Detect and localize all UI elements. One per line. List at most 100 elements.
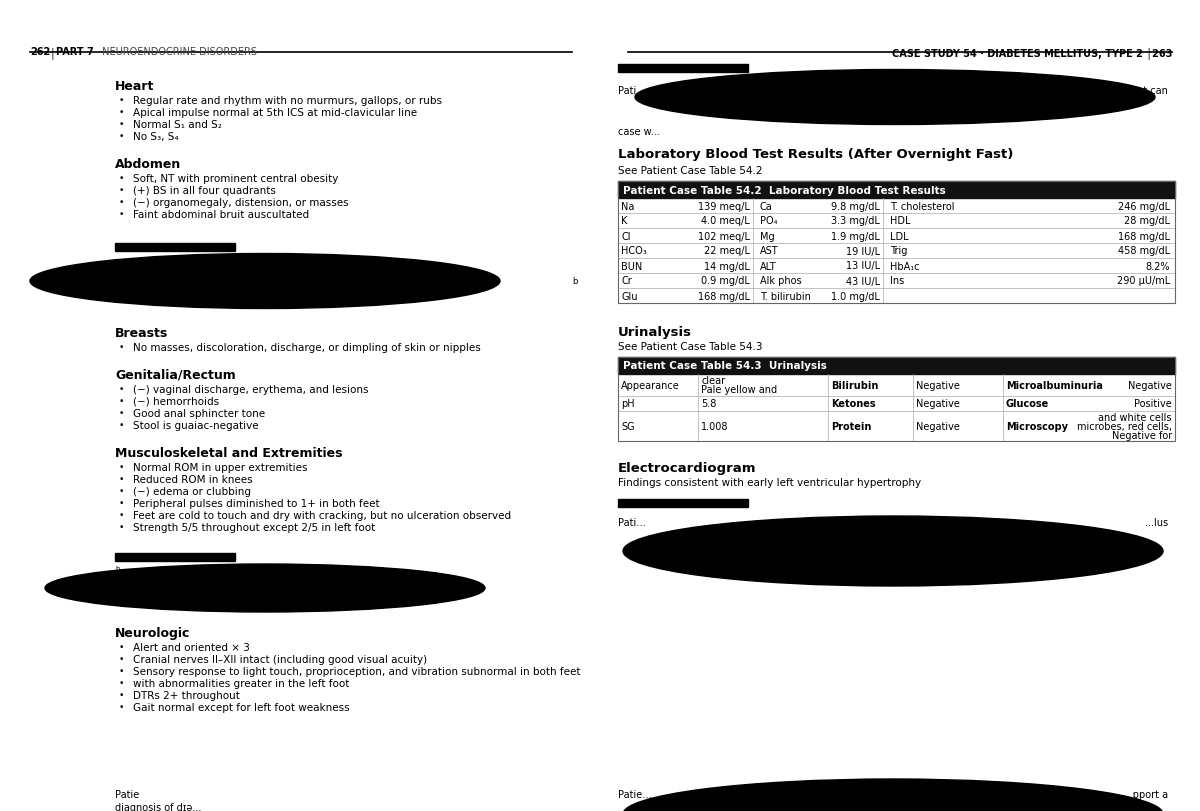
Text: 4.0 meq/L: 4.0 meq/L [701, 217, 750, 226]
Text: Abdomen: Abdomen [115, 158, 181, 171]
Text: •: • [119, 462, 125, 471]
Text: HCO₃: HCO₃ [622, 247, 647, 256]
Text: •: • [119, 678, 125, 687]
Text: Genitalia/Rectum: Genitalia/Rectum [115, 368, 235, 381]
Text: •: • [119, 499, 125, 508]
Text: (+) BS in all four quadrants: (+) BS in all four quadrants [133, 186, 276, 195]
Text: 1.9 mg/dL: 1.9 mg/dL [832, 231, 880, 241]
Text: with abnormalities greater in the left foot: with abnormalities greater in the left f… [133, 678, 349, 689]
Bar [618, 229, 1175, 243]
Text: 168 mg/dL: 168 mg/dL [1118, 231, 1170, 241]
Text: Na: Na [622, 201, 635, 211]
Text: Normal S₁ and S₂: Normal S₁ and S₂ [133, 120, 222, 130]
Text: •: • [119, 654, 125, 663]
Text: 43 IU/L: 43 IU/L [846, 277, 880, 286]
Text: •: • [119, 666, 125, 676]
Text: 3.3 mg/dL: 3.3 mg/dL [832, 217, 880, 226]
Text: 1.0 mg/dL: 1.0 mg/dL [832, 291, 880, 301]
Text: Cranial nerves II–XII intact (including good visual acuity): Cranial nerves II–XII intact (including … [133, 654, 427, 664]
Text: Pati: Pati [618, 86, 636, 96]
Text: CASE STUDY 54 · DIABETES MELLITUS, TYPE 2 │263: CASE STUDY 54 · DIABETES MELLITUS, TYPE … [892, 47, 1172, 59]
Text: Negative: Negative [916, 422, 960, 431]
Text: •: • [119, 522, 125, 531]
Text: Patient Case Table 54.2  Laboratory Blood Test Results: Patient Case Table 54.2 Laboratory Blood… [623, 185, 946, 195]
Text: See Patient Case Table 54.3: See Patient Case Table 54.3 [618, 341, 762, 351]
Bar [618, 214, 1175, 229]
Text: T. cholesterol: T. cholesterol [890, 201, 954, 211]
Text: Gait normal except for left foot weakness: Gait normal except for left foot weaknes… [133, 702, 349, 712]
Text: 0.9 mg/dL: 0.9 mg/dL [701, 277, 750, 286]
Text: Musculoskeletal and Extremities: Musculoskeletal and Extremities [115, 446, 342, 460]
Text: LDL: LDL [890, 231, 908, 241]
Text: •: • [119, 474, 125, 483]
Text: Breasts: Breasts [115, 327, 168, 340]
Text: T. bilirubin: T. bilirubin [760, 291, 811, 301]
Text: 13 IU/L: 13 IU/L [846, 261, 880, 271]
Text: SG: SG [622, 422, 635, 431]
Bar [618, 273, 1175, 289]
Text: Cl: Cl [622, 231, 630, 241]
Text: Alert and oriented × 3: Alert and oriented × 3 [133, 642, 250, 652]
Text: Neurologic: Neurologic [115, 626, 191, 639]
Text: •: • [119, 420, 125, 430]
Text: No masses, discoloration, discharge, or dimpling of skin or nipples: No masses, discoloration, discharge, or … [133, 342, 481, 353]
Text: clear: clear [701, 376, 725, 386]
Text: 102 meq/L: 102 meq/L [698, 231, 750, 241]
Text: See Patient Case Table 54.2: See Patient Case Table 54.2 [618, 165, 762, 176]
Text: 246 mg/dL: 246 mg/dL [1118, 201, 1170, 211]
Bar [618, 259, 1175, 273]
Text: · NEUROENDOCRINE DISORDERS: · NEUROENDOCRINE DISORDERS [96, 47, 257, 57]
Bar [618, 243, 1175, 259]
Bar [618, 358, 1175, 441]
Text: b: b [115, 565, 119, 571]
Text: •: • [119, 132, 125, 141]
Text: Patient Case Table 54.3  Urinalysis: Patient Case Table 54.3 Urinalysis [623, 361, 827, 371]
Text: Negative: Negative [1128, 380, 1172, 391]
Text: Microscopy: Microscopy [1006, 422, 1068, 431]
Text: Protein: Protein [830, 422, 871, 431]
Text: •: • [119, 397, 125, 406]
Text: •: • [119, 198, 125, 207]
Text: Urinalysis: Urinalysis [618, 325, 692, 338]
Bar [115, 243, 235, 251]
Text: pH: pH [622, 399, 635, 409]
Bar [618, 500, 748, 508]
Text: Bilirubin: Bilirubin [830, 380, 878, 391]
Text: PO₄: PO₄ [760, 217, 778, 226]
Text: ...hat can: ...hat can [1122, 86, 1168, 96]
Text: •: • [119, 510, 125, 519]
Bar [618, 358, 1175, 375]
Text: K: K [622, 217, 628, 226]
Text: Sensory response to light touch, proprioception, and vibration subnormal in both: Sensory response to light touch, proprio… [133, 666, 581, 676]
Text: •: • [119, 384, 125, 393]
Text: Negative: Negative [916, 399, 960, 409]
Text: Apical impulse normal at 5th ICS at mid-clavicular line: Apical impulse normal at 5th ICS at mid-… [133, 108, 418, 118]
Text: 8.2%: 8.2% [1146, 261, 1170, 271]
Text: •: • [119, 210, 125, 219]
Text: Appearance: Appearance [622, 380, 679, 391]
Text: Reduced ROM in knees: Reduced ROM in knees [133, 474, 253, 484]
Text: Mg: Mg [760, 231, 775, 241]
Text: b: b [572, 277, 577, 285]
Text: Ketones: Ketones [830, 399, 876, 409]
Text: Heart: Heart [115, 80, 155, 93]
Text: 22 meq/L: 22 meq/L [704, 247, 750, 256]
Text: AST: AST [760, 247, 779, 256]
Text: Findings consistent with early left ventricular hypertrophy: Findings consistent with early left vent… [618, 478, 922, 487]
Text: •: • [119, 642, 125, 651]
Text: PART 7: PART 7 [56, 47, 94, 57]
Text: 1.008: 1.008 [701, 422, 728, 431]
Text: 290 μU/mL: 290 μU/mL [1117, 277, 1170, 286]
Bar [618, 182, 1175, 303]
Ellipse shape [623, 779, 1163, 811]
Text: Patie: Patie [115, 789, 139, 799]
Text: 262: 262 [30, 47, 50, 57]
Bar [618, 182, 1175, 199]
Bar [618, 375, 1175, 397]
Text: 9.8 mg/dL: 9.8 mg/dL [832, 201, 880, 211]
Text: Strength 5/5 throughout except 2/5 in left foot: Strength 5/5 throughout except 2/5 in le… [133, 522, 376, 532]
Text: BUN: BUN [622, 261, 642, 271]
Text: (−) organomegaly, distension, or masses: (−) organomegaly, distension, or masses [133, 198, 349, 208]
Text: 458 mg/dL: 458 mg/dL [1118, 247, 1170, 256]
Bar [618, 411, 1175, 441]
